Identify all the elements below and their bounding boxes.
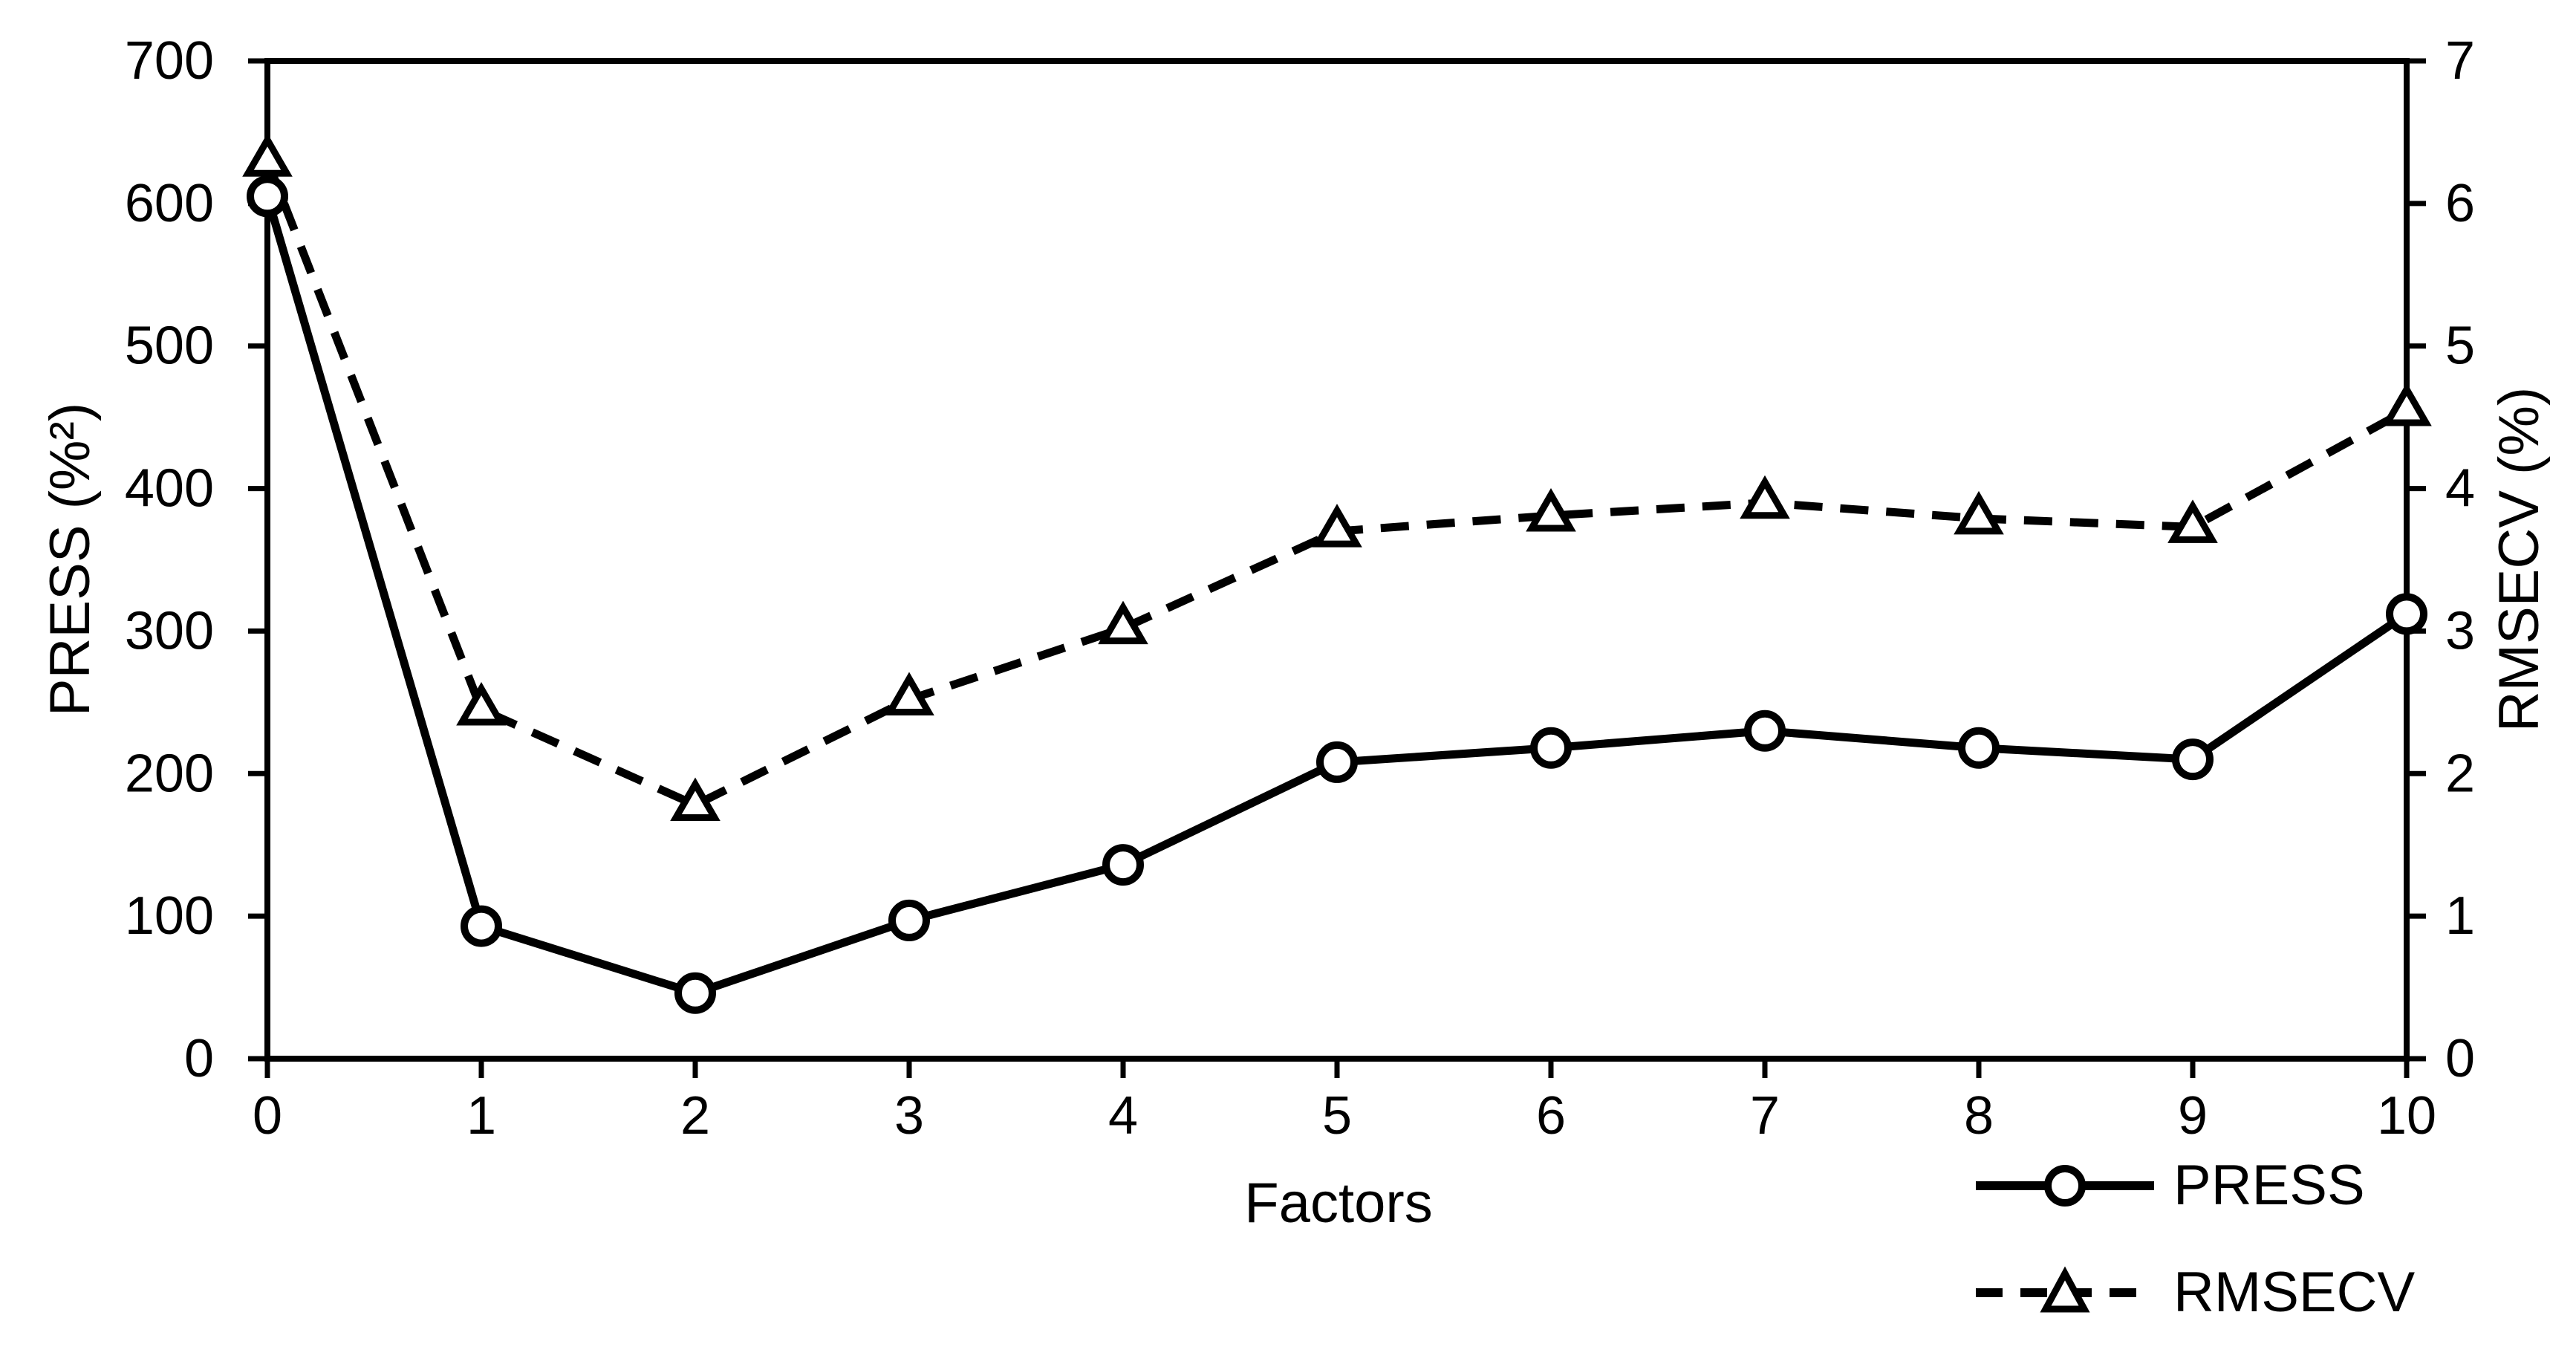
rmsecv-dashed-line-triangle-icon [1976, 1266, 2154, 1313]
press-marker [1316, 741, 1358, 783]
right-y-axis-title: RMSECV (%) [2488, 386, 2551, 733]
press-marker [888, 899, 930, 941]
rmsecv-marker [2167, 499, 2218, 543]
x-tick-label: 9 [2178, 1086, 2208, 1146]
x-tick-label: 2 [680, 1086, 710, 1146]
legend-label-rmsecv: RMSECV [2173, 1261, 2416, 1324]
y-left-tick-label: 400 [125, 459, 214, 519]
y-right-tick-label: 0 [2445, 1029, 2475, 1088]
rmsecv-marker [1954, 490, 2004, 535]
x-tick-label: 8 [1964, 1086, 1994, 1146]
rmsecv-marker [670, 777, 721, 821]
rmsecv-marker [1526, 488, 1576, 532]
press-marker [461, 905, 502, 947]
x-tick-label: 7 [1750, 1086, 1780, 1146]
legend: PRESS RMSECV [1976, 1154, 2416, 1324]
left-y-axis-title: PRESS (%²) [39, 402, 102, 717]
y-right-tick-label: 4 [2445, 459, 2475, 519]
rmsecv-marker [1098, 600, 1148, 645]
press-marker [247, 175, 288, 218]
press-marker [2386, 593, 2427, 635]
x-tick-label: 3 [894, 1086, 924, 1146]
press-marker [1744, 710, 1786, 752]
press-series-line [263, 195, 2410, 998]
rmsecv-marker [2381, 383, 2432, 426]
y-right-tick-label: 3 [2445, 601, 2475, 660]
x-tick-label: 5 [1322, 1086, 1352, 1146]
plot-border [264, 58, 2410, 1062]
x-tick-label: 0 [253, 1086, 282, 1146]
y-left-tick-label: 0 [184, 1029, 214, 1088]
y-right-tick-label: 1 [2445, 886, 2475, 946]
y-right-tick-label: 7 [2445, 31, 2475, 91]
y-right-tick-label: 5 [2445, 316, 2475, 376]
press-solid-line-circle-icon [1976, 1165, 2154, 1207]
rmsecv-marker [884, 672, 934, 716]
press-marker [1530, 727, 1572, 769]
rmsecv-series-line [263, 159, 2409, 809]
y-left-tick-label: 500 [125, 316, 214, 376]
x-tick-label: 1 [466, 1086, 496, 1146]
press-marker [2172, 738, 2214, 781]
rmsecv-marker [456, 681, 507, 726]
x-axis-title: Factors [1244, 1172, 1433, 1235]
press-marker [674, 972, 716, 1014]
press-marker [1102, 844, 1144, 886]
y-left-tick-label: 100 [125, 886, 214, 946]
y-left-tick-label: 300 [125, 601, 214, 660]
y-left-tick-label: 700 [125, 31, 214, 91]
rmsecv-marker [1312, 504, 1362, 548]
rmsecv-marker [1740, 475, 1790, 519]
y-right-tick-label: 2 [2445, 744, 2475, 803]
y-left-tick-label: 600 [125, 174, 214, 233]
y-right-tick-label: 6 [2445, 174, 2475, 233]
legend-item-rmsecv: RMSECV [1976, 1261, 2416, 1324]
press-marker [1958, 727, 2000, 769]
x-tick-label: 10 [2377, 1086, 2436, 1146]
y-left-tick-label: 200 [125, 744, 214, 803]
legend-item-press: PRESS [1976, 1154, 2415, 1217]
rmsecv-marker [242, 133, 293, 177]
x-tick-label: 4 [1108, 1086, 1138, 1146]
legend-label-press: PRESS [2173, 1154, 2365, 1217]
x-tick-label: 6 [1536, 1086, 1566, 1146]
